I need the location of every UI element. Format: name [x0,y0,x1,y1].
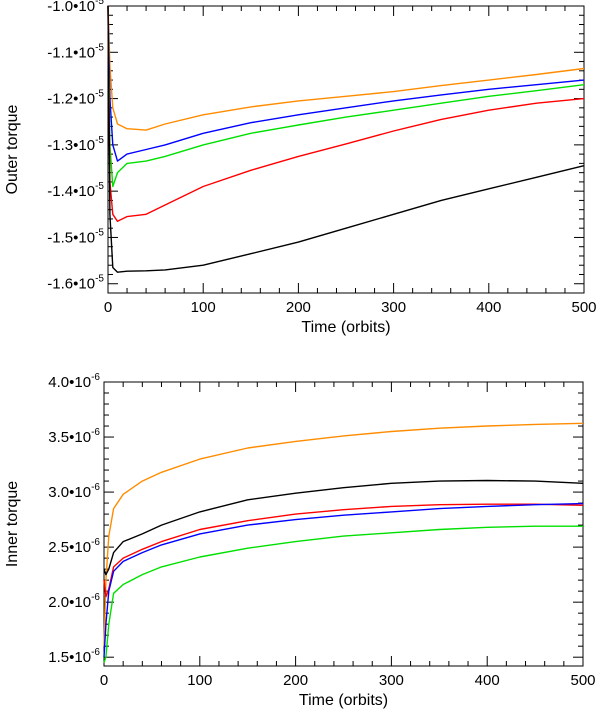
x-tick-label: 100 [191,299,216,316]
chart-inner-torque: 1.5•10-62.0•10-62.5•10-63.0•10-63.5•10-6… [4,372,595,709]
chart-outer-torque: -1.6•10-5-1.5•10-5-1.4•10-5-1.3•10-5-1.2… [4,0,596,336]
y-axis-label: Outer torque [4,104,21,194]
y-tick-exponent: -5 [95,135,104,146]
y-tick-exponent: -6 [91,427,100,438]
x-tick-label: 300 [379,672,404,689]
x-tick-label: 400 [476,299,501,316]
y-ticks: -1.6•10-5-1.5•10-5-1.4•10-5-1.3•10-5-1.2… [47,0,584,293]
series-line-3 [103,503,584,598]
series-line-4 [103,502,584,658]
y-tick-mantissa: -1.1•10 [47,44,95,61]
y-tick-mantissa: 3.5•10 [48,429,91,446]
y-tick-label: 2.5•10-6 [48,537,100,556]
x-axis-label: Time (orbits) [301,319,390,336]
x-ticks: 0 100 200 300 400 500 [100,382,596,689]
y-tick-label: -1.2•10-5 [47,89,104,108]
y-tick-exponent: -6 [91,592,100,603]
y-tick-mantissa: 2.5•10 [48,539,91,556]
y-tick-label: -1.3•10-5 [47,135,104,154]
y-tick-label: -1.4•10-5 [47,181,104,200]
y-tick-exponent: -5 [95,227,104,238]
y-tick-exponent: -5 [95,181,104,192]
y-tick-mantissa: 2.0•10 [48,594,91,611]
y-ticks: 1.5•10-62.0•10-62.5•10-63.0•10-63.5•10-6… [48,372,583,666]
y-tick-mantissa: 1.5•10 [48,649,91,666]
series-group [103,422,584,663]
series-group [107,5,585,273]
y-tick-label: -1.0•10-5 [47,0,104,15]
y-tick-label: -1.6•10-5 [47,274,104,293]
y-tick-exponent: -6 [91,482,100,493]
y-tick-exponent: -5 [95,42,104,53]
x-tick-label: 500 [570,672,595,689]
y-tick-mantissa: -1.0•10 [47,0,95,15]
series-line-2 [107,5,585,162]
plot-frame [107,5,585,294]
x-tick-label: 400 [475,672,500,689]
x-axis-label: Time (orbits) [299,692,388,709]
x-tick-label: 200 [283,672,308,689]
y-tick-exponent: -6 [91,647,100,658]
x-tick-label: 300 [381,299,406,316]
y-tick-label: -1.5•10-5 [47,227,104,246]
y-tick-exponent: -6 [91,537,100,548]
x-tick-label: 0 [104,299,112,316]
x-tick-label: 500 [571,299,596,316]
y-tick-label: 1.5•10-6 [48,647,100,666]
series-line-1 [103,422,584,647]
y-tick-mantissa: -1.6•10 [47,276,95,293]
y-tick-label: 4.0•10-6 [48,372,100,391]
plot-frame [103,381,584,667]
x-tick-label: 200 [286,299,311,316]
series-line-4 [107,5,585,222]
y-tick-exponent: -6 [91,372,100,383]
y-tick-label: 3.0•10-6 [48,482,100,501]
y-tick-label: -1.1•10-5 [47,42,104,61]
y-tick-mantissa: 3.0•10 [48,484,91,501]
y-tick-mantissa: -1.3•10 [47,137,95,154]
y-axis-label: Inner torque [4,481,21,567]
x-tick-label: 100 [187,672,212,689]
y-tick-mantissa: -1.2•10 [47,91,95,108]
series-line-2 [103,479,584,576]
series-line-3 [107,5,585,188]
y-tick-label: 2.0•10-6 [48,592,100,611]
x-ticks: 0 100 200 300 400 500 [104,6,597,316]
series-line-1 [107,5,585,131]
y-tick-mantissa: -1.4•10 [47,183,95,200]
series-line-5 [107,5,585,273]
y-tick-exponent: -5 [95,0,104,7]
y-tick-exponent: -5 [95,274,104,285]
x-tick-label: 0 [100,672,108,689]
y-tick-label: 3.5•10-6 [48,427,100,446]
y-tick-mantissa: -1.5•10 [47,229,95,246]
y-tick-exponent: -5 [95,89,104,100]
y-tick-mantissa: 4.0•10 [48,374,91,391]
series-line-5 [103,525,583,663]
